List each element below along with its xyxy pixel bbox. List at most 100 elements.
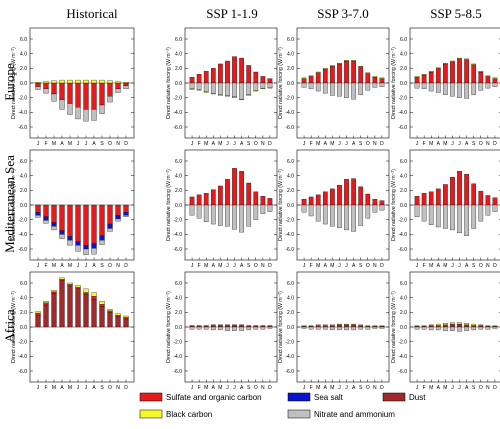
bar-segment — [315, 194, 321, 206]
y-tick-label: -6.0 — [173, 247, 182, 253]
y-tick-label: -6.0 — [285, 369, 294, 375]
month-label: A — [437, 141, 441, 147]
bar-segment — [218, 185, 223, 206]
bar-segment — [365, 326, 371, 330]
bar-segment — [107, 80, 113, 84]
bar-segment — [330, 188, 335, 206]
month-label: J — [458, 385, 461, 391]
month-label: M — [443, 141, 447, 147]
bar-segment — [189, 204, 195, 216]
bar-segment — [457, 322, 462, 325]
bar-segment — [471, 82, 477, 95]
month-label: M — [204, 385, 208, 391]
bar-segment — [344, 323, 349, 325]
bar-segment — [107, 223, 113, 229]
bar-segment — [115, 313, 121, 316]
bar-segment — [428, 71, 434, 84]
month-label: O — [254, 385, 258, 391]
month-label: N — [116, 141, 120, 147]
bar-segment — [107, 228, 113, 232]
y-tick-label: -2.0 — [18, 95, 27, 101]
bar-segment — [43, 204, 49, 217]
bar-segment — [450, 326, 455, 331]
bar-segment — [301, 326, 307, 329]
month-label: D — [493, 141, 497, 147]
bar-segment — [75, 204, 81, 242]
month-label: O — [108, 141, 112, 147]
month-label: F — [423, 141, 426, 147]
month-label: S — [247, 141, 251, 147]
bar-segment — [99, 235, 105, 241]
bar-segment — [253, 325, 259, 328]
bar-segment — [239, 82, 244, 100]
bar-segment — [210, 93, 216, 95]
bar-segment — [35, 311, 41, 314]
month-label: F — [198, 141, 201, 147]
y-axis-label: Direct radiative forcing (W m⁻²) — [391, 291, 397, 363]
bar-segment — [51, 80, 57, 84]
bar-segment — [450, 323, 455, 328]
month-label: D — [380, 141, 384, 147]
bar-segment — [267, 87, 273, 89]
month-label: J — [303, 263, 306, 269]
bar-segment — [365, 73, 371, 84]
month-label: N — [261, 385, 265, 391]
bar-segment — [75, 79, 81, 84]
bar-segment — [43, 81, 49, 84]
legend-item: Sea salt — [287, 392, 344, 402]
month-label: A — [324, 141, 328, 147]
bar-segment — [225, 95, 230, 97]
y-tick-label: 6.0 — [400, 281, 407, 287]
bar-segment — [232, 324, 237, 328]
bar-segment — [351, 60, 356, 62]
bar-segment — [253, 90, 259, 92]
bar-segment — [225, 179, 230, 206]
y-tick-label: 4.0 — [175, 295, 182, 301]
bar-segment — [450, 60, 455, 62]
y-tick-label: 2.0 — [20, 188, 27, 194]
bar-segment — [75, 245, 81, 252]
bar-segment — [99, 204, 105, 236]
month-label: A — [324, 385, 328, 391]
bar-segment — [260, 204, 266, 214]
month-label: J — [85, 385, 88, 391]
y-axis-label: Direct radiative forcing (W m⁻²) — [166, 169, 172, 241]
y-tick-label: -6.0 — [285, 125, 294, 131]
bar-segment — [218, 326, 223, 331]
y-axis-label: Direct radiative forcing (W m⁻²) — [11, 291, 17, 363]
y-axis-label: Direct radiative forcing (W m⁻²) — [391, 47, 397, 119]
bar-segment — [315, 325, 321, 328]
bar-segment — [253, 82, 259, 91]
bar-segment — [43, 304, 49, 328]
bar-segment — [51, 226, 57, 231]
bar-segment — [51, 93, 57, 102]
month-label: J — [303, 141, 306, 147]
bar-segment — [478, 82, 484, 91]
bar-segment — [344, 60, 349, 84]
bar-segment — [301, 198, 307, 206]
bar-segment — [91, 296, 97, 300]
bar-segment — [358, 66, 364, 84]
bar-segment — [196, 204, 202, 219]
bar-segment — [464, 59, 469, 84]
month-label: J — [233, 385, 236, 391]
month-label: J — [85, 263, 88, 269]
legend-swatch — [287, 392, 311, 402]
bar-segment — [478, 326, 484, 330]
bar-segment — [358, 324, 364, 326]
month-label: J — [191, 385, 194, 391]
bar-segment — [91, 298, 97, 328]
bar-segment — [115, 315, 121, 317]
bar-segment — [330, 204, 335, 227]
bar-segment — [379, 77, 385, 79]
legend-item: Black carbon — [139, 409, 212, 419]
month-label: A — [60, 263, 64, 269]
month-label: J — [303, 385, 306, 391]
bar-segment — [435, 188, 441, 206]
bar-segment — [189, 325, 195, 328]
bar-segment — [492, 326, 498, 329]
bar-segment — [450, 322, 455, 325]
bar-segment — [421, 74, 427, 76]
y-tick-label: -2.0 — [173, 95, 182, 101]
